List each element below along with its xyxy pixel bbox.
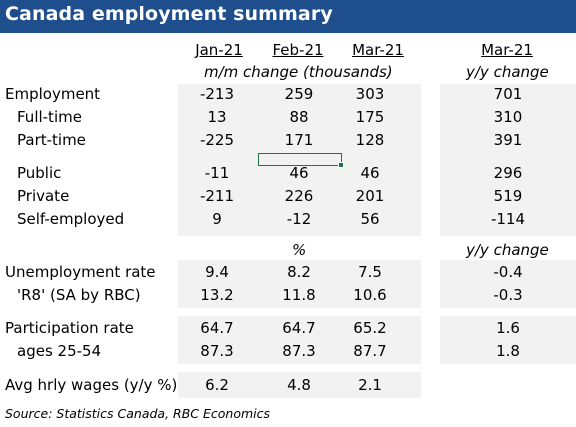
header-yy-mar: Mar-21 — [481, 41, 533, 59]
page-title: Canada employment summary — [5, 3, 333, 25]
shade-emp-right — [440, 84, 576, 236]
yy-change-header-2: y/y change — [466, 241, 549, 259]
header-mar: Mar-21 — [352, 41, 404, 59]
cell-private-yy: 519 — [493, 187, 523, 205]
source-note: Source: Statistics Canada, RBC Economics — [5, 406, 271, 421]
cell-partic-jan: 64.7 — [200, 319, 234, 337]
cell-partic-yy: 1.6 — [496, 319, 520, 337]
shade-partic-right — [440, 316, 576, 364]
cell-private-mar: 201 — [355, 187, 385, 205]
cell-fulltime-jan: 13 — [207, 108, 227, 126]
label-participation: Participation rate — [5, 319, 134, 337]
cell-employment-feb: 259 — [284, 85, 314, 103]
cell-wages-mar: 2.1 — [358, 376, 382, 394]
cell-public-jan: -11 — [204, 164, 230, 182]
cell-r8-mar: 10.6 — [353, 286, 387, 304]
shade-emp-left — [178, 84, 421, 236]
cell-selfemployed-mar: 56 — [360, 210, 380, 228]
label-fulltime: Full-time — [17, 108, 82, 126]
cell-parttime-feb: 171 — [284, 131, 314, 149]
cell-unemp-yy: -0.4 — [493, 263, 523, 281]
subheader-yy-change: y/y change — [466, 63, 549, 81]
label-unemployment: Unemployment rate — [5, 263, 156, 281]
shade-rate-left — [178, 260, 421, 308]
label-wages: Avg hrly wages (y/y %) — [5, 376, 178, 394]
cell-public-mar: 46 — [360, 164, 380, 182]
header-feb: Feb-21 — [272, 41, 324, 59]
header-jan: Jan-21 — [195, 41, 243, 59]
label-ages: ages 25-54 — [17, 342, 102, 360]
shade-rate-right — [440, 260, 576, 308]
cell-employment-mar: 303 — [355, 85, 385, 103]
label-parttime: Part-time — [17, 131, 86, 149]
label-public: Public — [17, 164, 62, 182]
cell-public-feb: 46 — [289, 164, 309, 182]
subheader-mm-change: m/m change (thousands) — [204, 63, 393, 81]
cell-ages-jan: 87.3 — [200, 342, 234, 360]
cell-parttime-yy: 391 — [493, 131, 523, 149]
label-selfemployed: Self-employed — [17, 210, 125, 228]
cell-ages-feb: 87.3 — [282, 342, 316, 360]
cell-employment-jan: -213 — [199, 85, 235, 103]
percent-header: % — [292, 241, 307, 259]
selected-cell[interactable] — [258, 153, 344, 168]
shade-partic-left — [178, 316, 421, 364]
cell-unemp-feb: 8.2 — [287, 263, 311, 281]
title-bar: Canada employment summary — [0, 0, 576, 33]
cell-fulltime-mar: 175 — [355, 108, 385, 126]
label-r8: 'R8' (SA by RBC) — [17, 286, 141, 304]
fill-handle[interactable] — [338, 162, 344, 168]
cell-r8-feb: 11.8 — [282, 286, 316, 304]
cell-private-jan: -211 — [199, 187, 235, 205]
cell-partic-mar: 65.2 — [353, 319, 387, 337]
cell-partic-feb: 64.7 — [282, 319, 316, 337]
cell-wages-jan: 6.2 — [205, 376, 229, 394]
label-employment: Employment — [5, 85, 101, 103]
cell-ages-yy: 1.8 — [496, 342, 520, 360]
cell-selfemployed-jan: 9 — [212, 210, 222, 228]
cell-parttime-mar: 128 — [355, 131, 385, 149]
cell-public-yy: 296 — [493, 164, 523, 182]
cell-fulltime-feb: 88 — [289, 108, 309, 126]
shade-wages-left — [178, 372, 421, 398]
cell-selfemployed-feb: -12 — [286, 210, 312, 228]
cell-private-feb: 226 — [284, 187, 314, 205]
cell-unemp-jan: 9.4 — [205, 263, 229, 281]
cell-employment-yy: 701 — [493, 85, 523, 103]
cell-wages-feb: 4.8 — [287, 376, 311, 394]
cell-r8-yy: -0.3 — [493, 286, 523, 304]
cell-parttime-jan: -225 — [199, 131, 235, 149]
cell-r8-jan: 13.2 — [200, 286, 234, 304]
label-private: Private — [17, 187, 70, 205]
cell-selfemployed-yy: -114 — [490, 210, 526, 228]
cell-fulltime-yy: 310 — [493, 108, 523, 126]
cell-ages-mar: 87.7 — [353, 342, 387, 360]
cell-unemp-mar: 7.5 — [358, 263, 382, 281]
